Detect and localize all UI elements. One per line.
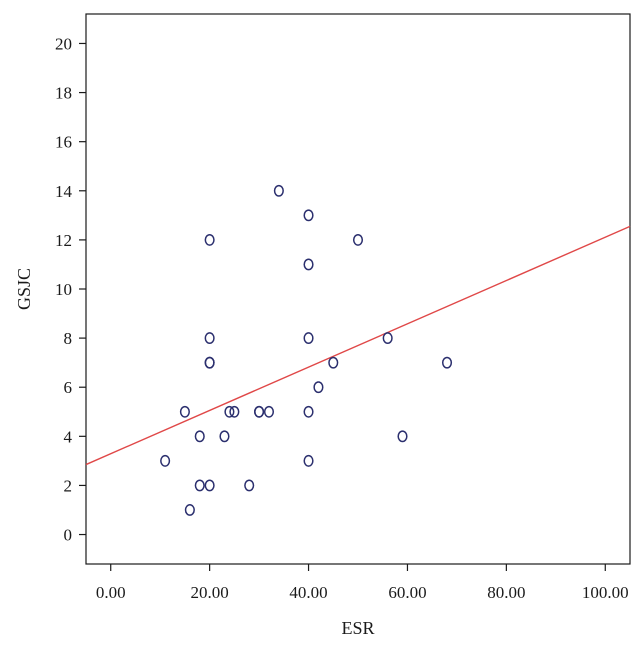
- data-point: [204, 479, 215, 492]
- data-point: [254, 405, 265, 418]
- data-point: [397, 430, 408, 443]
- y-tick-label: 10: [55, 280, 72, 299]
- data-point: [179, 405, 190, 418]
- data-point: [184, 504, 195, 516]
- data-point: [194, 430, 205, 443]
- y-tick-label: 6: [64, 378, 73, 397]
- data-point: [382, 332, 393, 345]
- data-point: [219, 430, 230, 443]
- y-tick-label: 8: [64, 329, 73, 348]
- data-point: [204, 233, 215, 246]
- y-tick-label: 20: [55, 34, 72, 53]
- data-point: [303, 258, 314, 271]
- data-point: [224, 405, 235, 418]
- data-point: [194, 479, 205, 492]
- y-tick-label: 0: [64, 526, 73, 545]
- data-point: [328, 356, 339, 369]
- x-tick-label: 40.00: [289, 583, 327, 602]
- data-point: [263, 405, 275, 418]
- regression-line: [85, 225, 631, 466]
- x-tick-label: 60.00: [388, 583, 426, 602]
- data-point: [303, 405, 314, 418]
- y-tick-label: 18: [55, 84, 72, 103]
- x-tick-label: 100.00: [582, 583, 629, 602]
- y-tick-label: 2: [64, 476, 73, 495]
- data-point: [160, 454, 171, 467]
- x-axis-title: ESR: [341, 618, 374, 638]
- data-point: [204, 356, 215, 369]
- y-tick-label: 4: [64, 427, 73, 446]
- data-point: [204, 332, 215, 345]
- plot-frame: [85, 13, 631, 565]
- data-points: [160, 184, 453, 516]
- data-point: [303, 454, 314, 467]
- y-axis-title: GSJC: [14, 268, 34, 310]
- data-point: [244, 479, 255, 492]
- data-point: [273, 184, 284, 197]
- x-axis: 0.00 20.00 40.00 60.00 80.00 100.00: [96, 564, 629, 602]
- data-point: [441, 356, 453, 369]
- x-tick-label: 20.00: [191, 583, 229, 602]
- x-tick-label: 0.00: [96, 583, 126, 602]
- x-tick-label: 80.00: [487, 583, 525, 602]
- y-axis: 0 2 4 6 8 10 12 14 16 18 20: [55, 34, 86, 545]
- data-point: [303, 209, 314, 222]
- y-tick-label: 12: [55, 231, 72, 250]
- data-point: [313, 381, 324, 394]
- data-point: [352, 233, 364, 246]
- y-tick-label: 14: [55, 182, 73, 201]
- data-point: [303, 332, 314, 345]
- y-tick-label: 16: [55, 133, 72, 152]
- data-point: [229, 405, 240, 418]
